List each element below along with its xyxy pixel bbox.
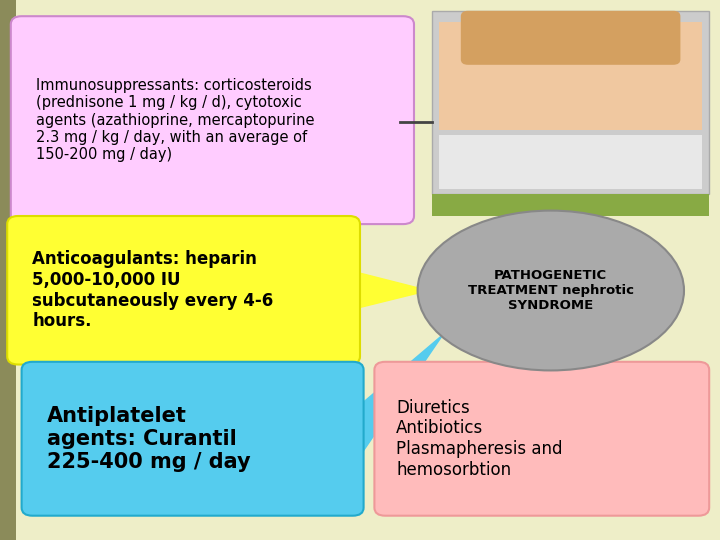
Polygon shape [353, 335, 443, 466]
Text: Antiplatelet
agents: Curantil
225-400 mg / day: Antiplatelet agents: Curantil 225-400 mg… [47, 406, 251, 472]
FancyBboxPatch shape [432, 11, 709, 194]
FancyBboxPatch shape [439, 22, 702, 130]
FancyBboxPatch shape [432, 194, 709, 216]
FancyBboxPatch shape [0, 0, 16, 540]
Text: Diuretics
Antibiotics
Plasmapheresis and
hemosorbtion: Diuretics Antibiotics Plasmapheresis and… [396, 399, 562, 479]
FancyBboxPatch shape [439, 135, 702, 189]
FancyBboxPatch shape [11, 16, 414, 224]
Polygon shape [495, 356, 589, 370]
FancyBboxPatch shape [374, 362, 709, 516]
Polygon shape [349, 271, 428, 310]
Text: Anticoagulants: heparin
5,000-10,000 IU
subcutaneously every 4-6
hours.: Anticoagulants: heparin 5,000-10,000 IU … [32, 250, 274, 330]
Text: Immunosuppressants: corticosteroids
(prednisone 1 mg / kg / d), cytotoxic
agents: Immunosuppressants: corticosteroids (pre… [36, 78, 315, 163]
FancyBboxPatch shape [7, 216, 360, 364]
Text: PATHOGENETIC
TREATMENT nephrotic
SYNDROME: PATHOGENETIC TREATMENT nephrotic SYNDROM… [468, 269, 634, 312]
Ellipse shape [418, 211, 684, 370]
FancyBboxPatch shape [461, 11, 680, 65]
FancyBboxPatch shape [22, 362, 364, 516]
